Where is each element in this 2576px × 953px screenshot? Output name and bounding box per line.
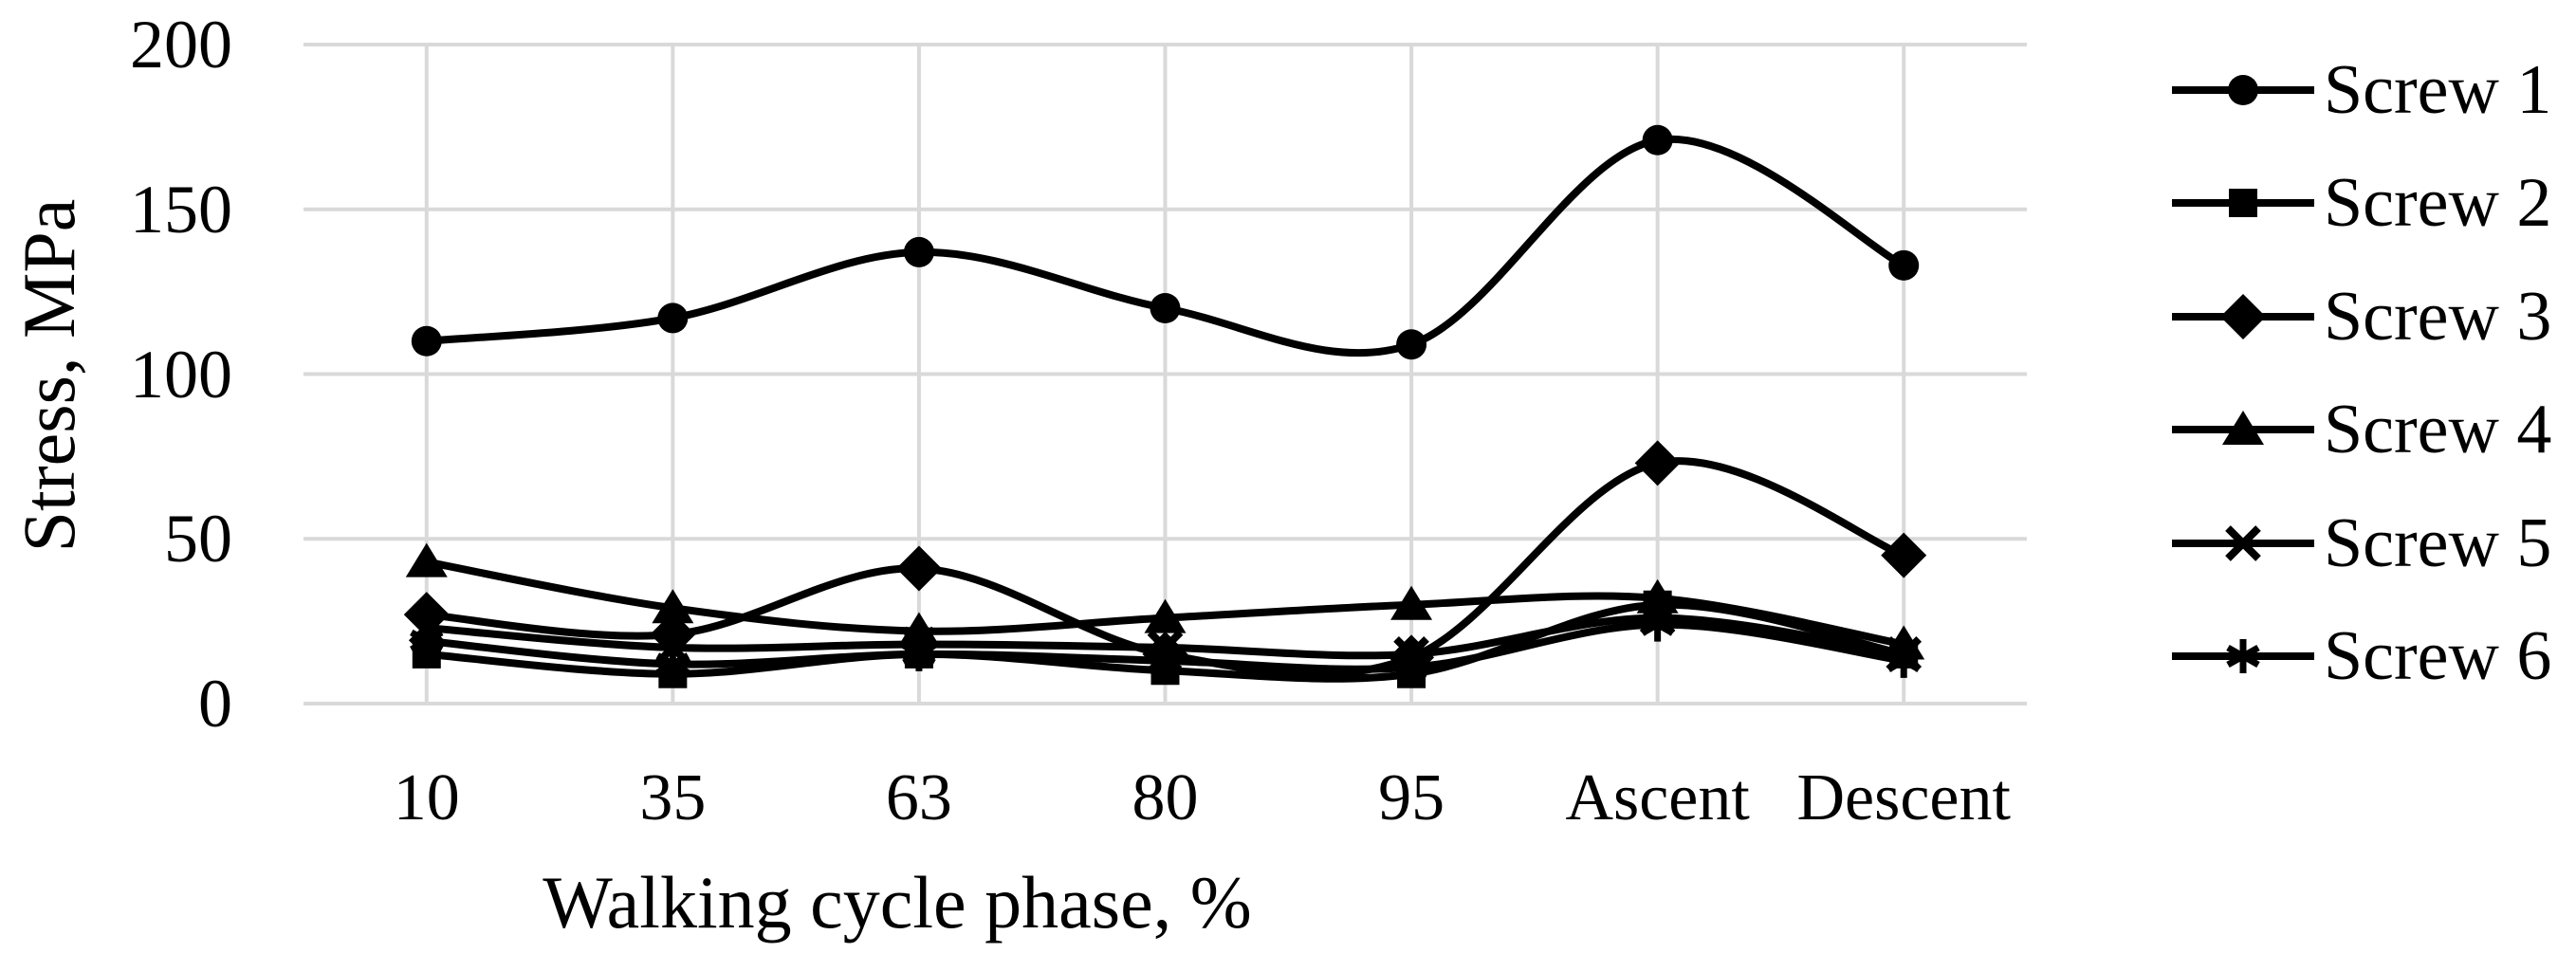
marker-circle (1396, 329, 1427, 360)
legend-item-screw-1: Screw 1 (2172, 55, 2551, 125)
legend-label: Screw 1 (2324, 51, 2552, 129)
x-tick-label: Ascent (1565, 761, 1750, 834)
legend-label: Screw 2 (2324, 164, 2552, 243)
marker-diamond (2220, 293, 2266, 339)
marker-circle (2228, 75, 2258, 105)
marker-asterisk (655, 647, 690, 682)
marker-asterisk (1640, 607, 1675, 642)
legend-item-screw-4: Screw 4 (2172, 394, 2551, 465)
marker-triangle (1144, 598, 1187, 633)
legend-item-screw-5: Screw 5 (2172, 508, 2551, 578)
legend-marker-triangle-icon (2172, 411, 2314, 446)
marker-triangle (652, 589, 694, 624)
legend-label: Screw 4 (2324, 391, 2552, 469)
marker-diamond (1881, 532, 1927, 578)
marker-circle (1888, 249, 1920, 281)
marker-asterisk (1886, 643, 1921, 678)
series-screw-6 (410, 607, 1921, 685)
marker-diamond (895, 545, 942, 592)
marker-circle (411, 325, 442, 357)
marker-diamond (1634, 440, 1681, 486)
marker-circle (903, 236, 934, 267)
x-axis-title: Walking cycle phase, % (543, 861, 1252, 944)
legend-item-screw-3: Screw 3 (2172, 282, 2551, 352)
legend-marker-square-icon (2172, 189, 2314, 218)
legend-marker-x-icon (2172, 524, 2314, 561)
legend-item-screw-2: Screw 2 (2172, 168, 2551, 238)
marker-x (2225, 524, 2261, 561)
x-tick-label: 80 (1132, 761, 1199, 834)
x-tick-label: 95 (1378, 761, 1445, 834)
x-tick-label: 35 (639, 761, 707, 834)
x-tick-label: 63 (885, 761, 952, 834)
legend-label: Screw 5 (2324, 504, 2552, 582)
legend-marker-asterisk-icon (2172, 639, 2314, 673)
marker-square (2229, 189, 2257, 218)
series-screw-1 (411, 124, 1920, 360)
y-tick-label: 100 (130, 336, 232, 412)
legend-label: Screw 6 (2324, 617, 2552, 695)
legend-item-screw-6: Screw 6 (2172, 621, 2551, 691)
legend-marker-diamond-icon (2172, 293, 2314, 339)
legend-marker-circle-icon (2172, 75, 2314, 105)
x-tick-label: Descent (1796, 761, 2011, 834)
x-tick-label: 10 (393, 761, 460, 834)
marker-circle (657, 302, 689, 334)
marker-asterisk (410, 623, 444, 658)
marker-circle (1150, 293, 1181, 323)
y-tick-label: 0 (198, 666, 232, 742)
marker-asterisk (1394, 650, 1428, 685)
y-tick-label: 50 (164, 501, 232, 577)
marker-triangle (2222, 411, 2264, 446)
chart-legend: Screw 1 Screw 2 Screw 3 Screw 4 Screw 5 Screw… (2172, 0, 2576, 953)
marker-triangle (405, 542, 448, 577)
marker-circle (1642, 124, 1673, 156)
marker-triangle (1390, 585, 1433, 620)
marker-asterisk (902, 636, 936, 671)
legend-label: Screw 3 (2324, 277, 2552, 356)
y-tick-label: 150 (130, 171, 232, 247)
y-tick-label: 200 (130, 7, 232, 82)
marker-asterisk (2226, 639, 2260, 673)
marker-asterisk (1148, 643, 1183, 678)
